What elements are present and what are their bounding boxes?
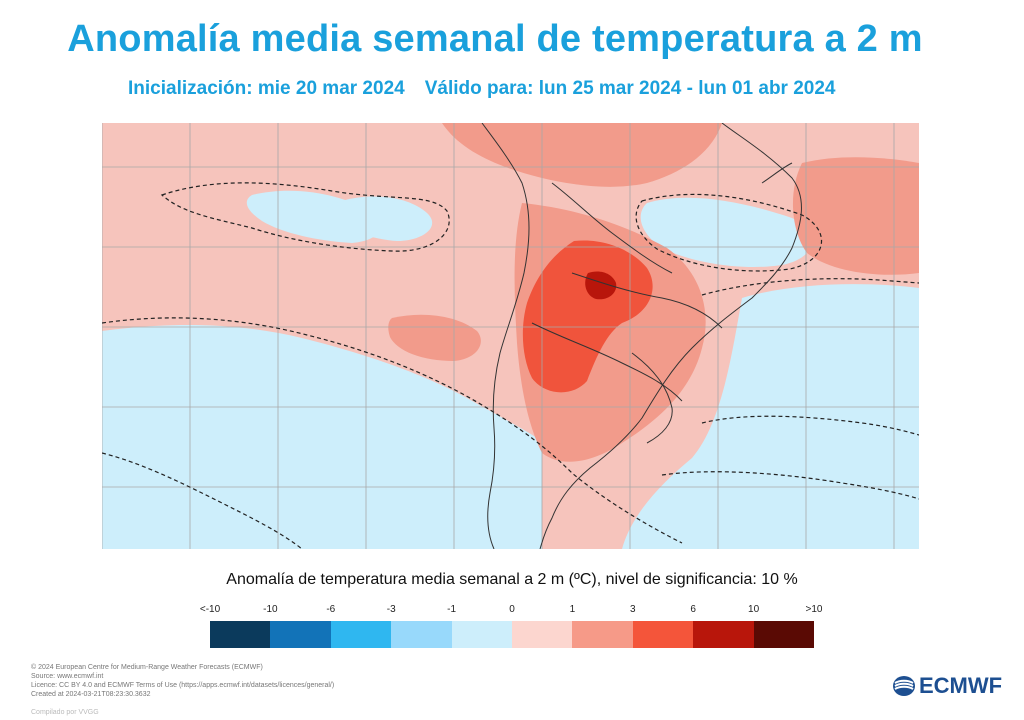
warm-region-atlantic — [792, 157, 919, 275]
legend-tick-label: 3 — [630, 604, 636, 615]
footer-line-source: Source: www.ecmwf.int — [31, 673, 104, 680]
map-svg — [102, 123, 919, 549]
significance-contours — [102, 182, 919, 549]
ecmwf-logo-icon — [893, 676, 915, 696]
footer-line-licence: Licence: CC BY 4.0 and ECMWF Terms of Us… — [31, 682, 335, 689]
warm-region-north — [442, 123, 722, 187]
cool-region-atlantic — [622, 284, 919, 549]
legend-tick-label: <-10 — [199, 604, 221, 615]
legend-tick-label: 0 — [509, 604, 515, 615]
coastlines — [481, 123, 802, 549]
subtitle: Inicialización: mie 20 mar 2024 Válido p… — [128, 78, 908, 100]
warm-region-pacific — [388, 314, 481, 361]
legend-swatch — [512, 621, 573, 648]
legend-tick-label: 10 — [748, 604, 760, 615]
legend-swatch — [451, 621, 513, 648]
legend-tick-label: 1 — [569, 604, 576, 615]
footer-credits: © 2024 European Centre for Medium-Range … — [31, 663, 334, 717]
strong-warm-anomaly — [522, 240, 653, 393]
legend-tick-label: >10 — [805, 604, 823, 615]
footer-line-created: Created at 2024-03-21T08:23:30.3632 — [31, 691, 151, 698]
cool-region-pacific-mid — [327, 196, 433, 241]
extreme-warm-anomaly — [585, 271, 617, 300]
legend-tick-label: -1 — [447, 604, 457, 615]
footer-line-copyright: © 2024 European Centre for Medium-Range … — [31, 664, 263, 671]
footer-compiled: Compilado por VVGG — [31, 709, 99, 716]
legend-colorbar — [210, 621, 815, 648]
legend-swatch — [270, 621, 331, 648]
legend-swatch — [753, 621, 815, 648]
legend-swatch — [632, 621, 694, 648]
init-date: Inicialización: mie 20 mar 2024 — [128, 78, 405, 99]
legend-ticks: <-10 -10 -6 -3 -1 0 1 3 6 10 >10 — [200, 604, 823, 618]
anomaly-map — [102, 123, 919, 549]
legend-swatch — [330, 621, 392, 648]
ecmwf-logo: ECMWF — [892, 673, 1002, 699]
legend-title: Anomalía de temperatura media semanal a … — [226, 571, 798, 588]
legend-swatch — [210, 621, 271, 648]
legend-swatch — [391, 621, 452, 648]
valid-range: Válido para: lun 25 mar 2024 - lun 01 ab… — [424, 78, 836, 99]
cool-region-pacific — [102, 325, 542, 549]
legend-tick-label: -3 — [386, 604, 396, 615]
legend-tick-label: -10 — [263, 604, 278, 615]
legend-tick-label: 6 — [690, 604, 696, 615]
legend-tick-label: -6 — [326, 604, 336, 615]
cool-region-atlantic-north — [640, 197, 812, 268]
map-graticule — [102, 123, 919, 549]
legend-swatch — [572, 621, 633, 648]
page-title: Anomalía media semanal de temperatura a … — [67, 18, 923, 60]
legend-swatch — [693, 621, 754, 648]
logo-text: ECMWF — [919, 673, 1003, 698]
